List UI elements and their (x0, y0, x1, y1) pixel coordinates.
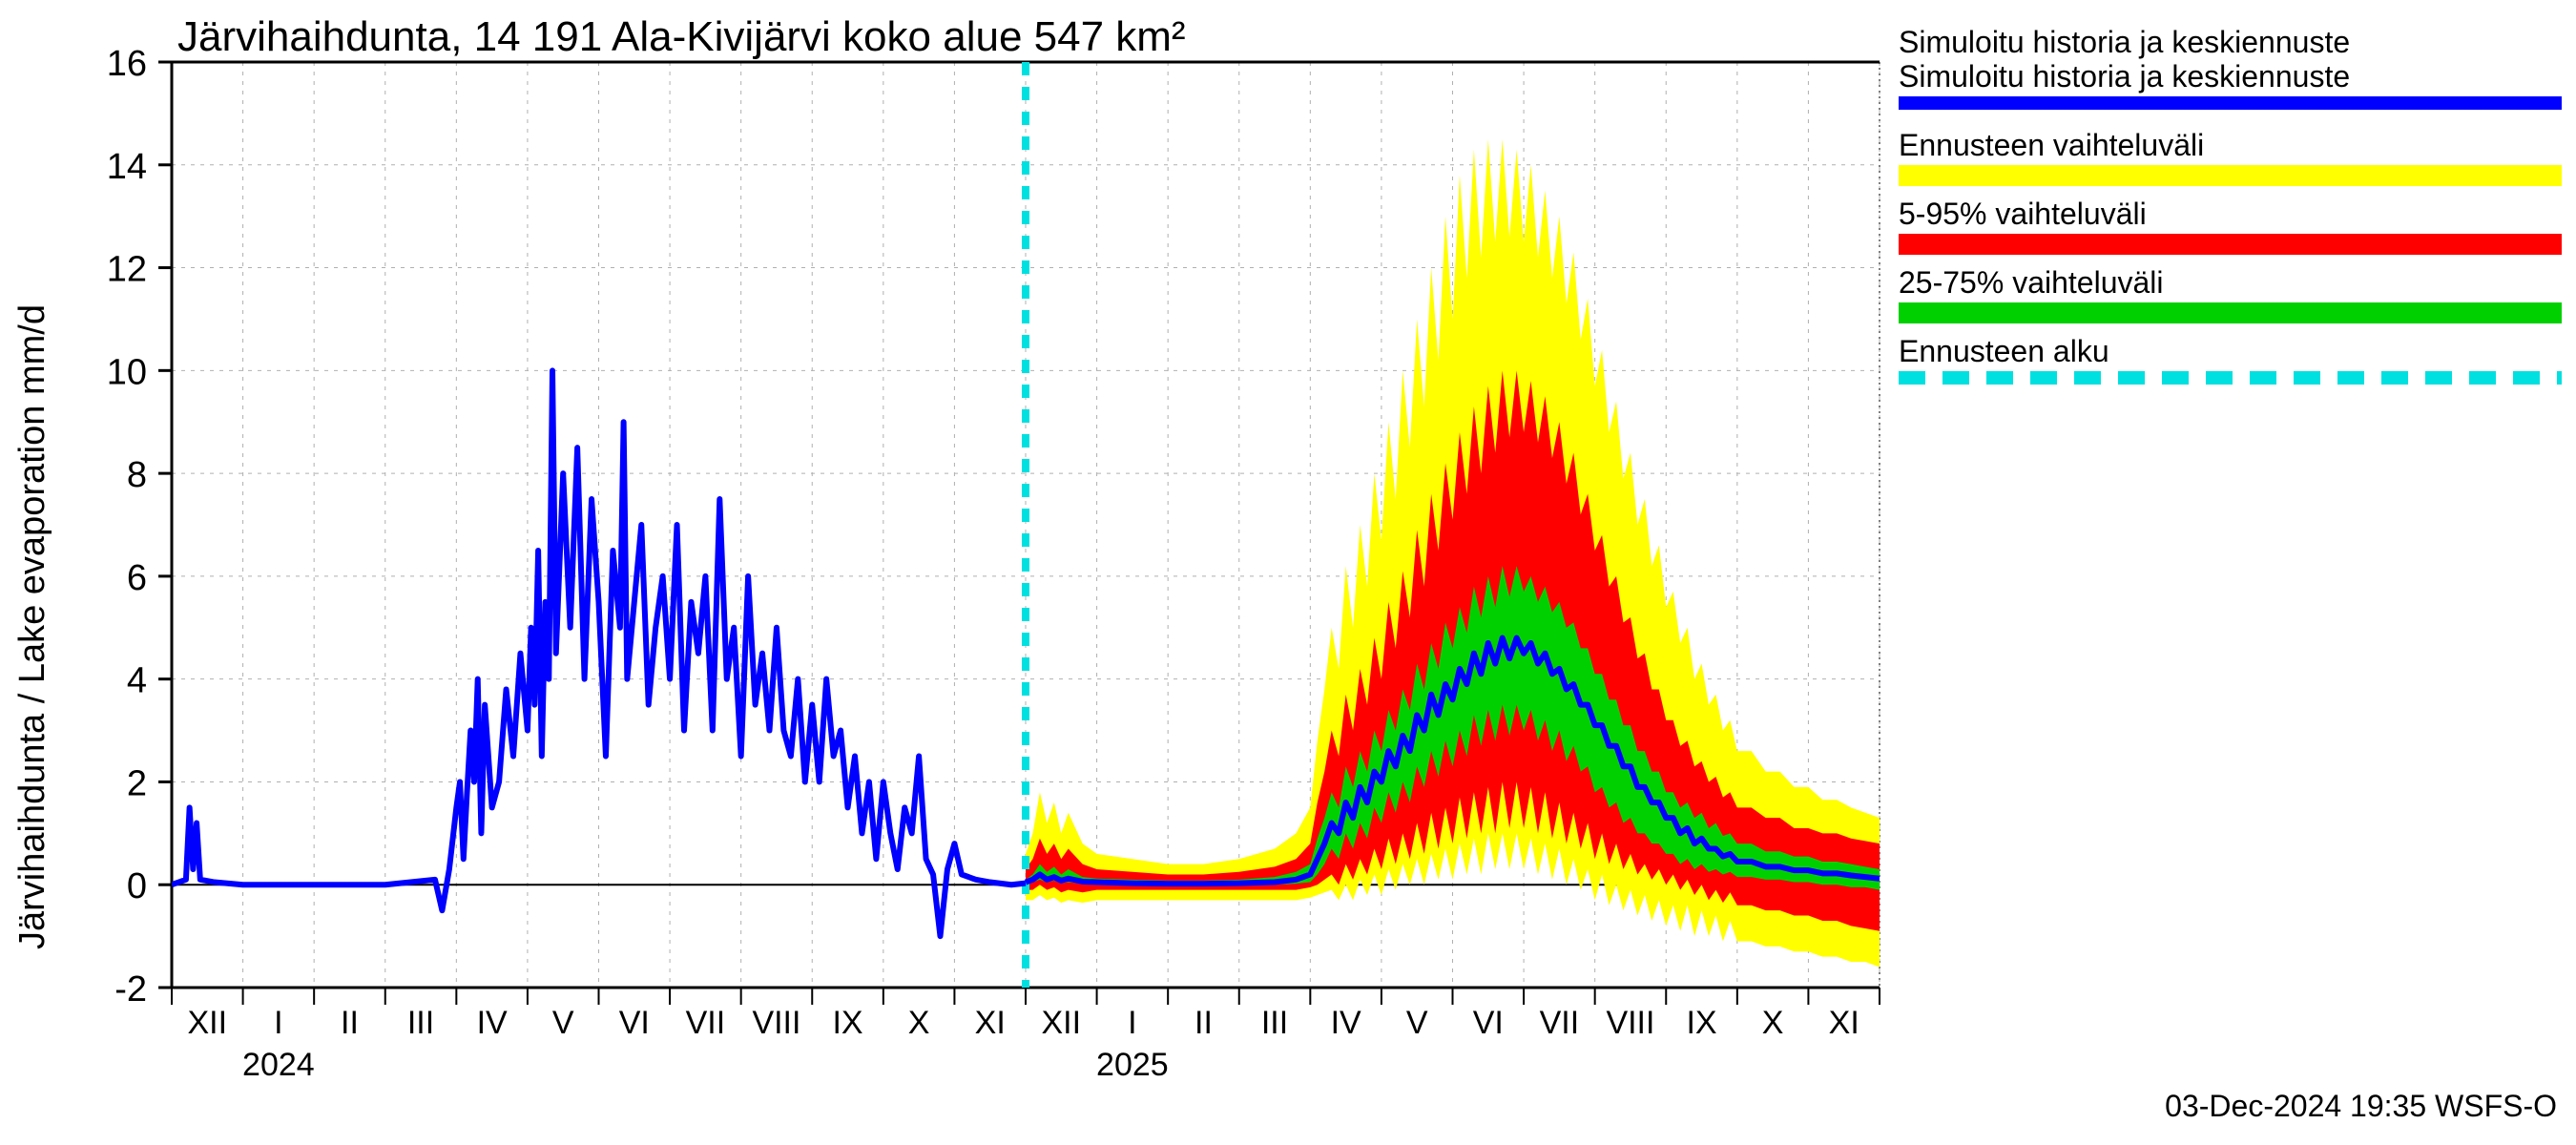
x-month-label: II (1195, 1005, 1213, 1041)
evaporation-forecast-chart: -20246810121416XIIIIIIIIIVVVIVIIVIIIIXXX… (0, 0, 2576, 1145)
y-tick-label: -2 (114, 969, 147, 1010)
x-month-label: III (1261, 1005, 1288, 1041)
x-month-label: III (407, 1005, 434, 1041)
legend-label: 5-95% vaihteluväli (1899, 197, 2147, 231)
y-tick-label: 8 (127, 455, 147, 495)
legend-label: 25-75% vaihteluväli (1899, 265, 2164, 300)
x-month-label: IV (1331, 1005, 1361, 1041)
x-month-label: XII (1042, 1005, 1082, 1041)
x-month-label: XI (1829, 1005, 1859, 1041)
footer-timestamp: 03-Dec-2024 19:35 WSFS-O (2165, 1089, 2557, 1123)
y-tick-label: 12 (107, 250, 147, 290)
x-month-label: I (1128, 1005, 1136, 1041)
x-month-label: VII (686, 1005, 726, 1041)
x-month-label: X (1762, 1005, 1784, 1041)
x-month-label: IX (832, 1005, 862, 1041)
y-tick-label: 10 (107, 352, 147, 392)
x-month-label: IX (1686, 1005, 1716, 1041)
legend-swatch (1899, 234, 2562, 255)
y-tick-label: 14 (107, 147, 147, 187)
x-month-label: I (274, 1005, 282, 1041)
y-tick-label: 0 (127, 866, 147, 906)
x-month-label: XI (975, 1005, 1006, 1041)
y-tick-label: 16 (107, 44, 147, 84)
x-month-label: II (341, 1005, 359, 1041)
y-axis-label: Järvihaihdunta / Lake evaporation mm/d (12, 304, 52, 949)
y-tick-label: 4 (127, 661, 147, 701)
legend-label: Simuloitu historia ja keskiennuste (1899, 25, 2350, 59)
x-month-label: VII (1540, 1005, 1580, 1041)
legend-label: Ennusteen vaihteluväli (1899, 128, 2204, 162)
x-month-label: IV (477, 1005, 508, 1041)
x-month-label: V (552, 1005, 574, 1041)
x-month-label: V (1406, 1005, 1428, 1041)
x-year-label: 2025 (1096, 1047, 1169, 1083)
x-month-label: VIII (752, 1005, 800, 1041)
x-month-label: X (908, 1005, 930, 1041)
chart-title: Järvihaihdunta, 14 191 Ala-Kivijärvi kok… (177, 13, 1186, 60)
legend-label: Ennusteen alku (1899, 334, 2109, 368)
x-month-label: VI (619, 1005, 650, 1041)
y-tick-label: 2 (127, 763, 147, 803)
legend-label: Simuloitu historia ja keskiennuste (1899, 59, 2350, 94)
x-year-label: 2024 (242, 1047, 315, 1083)
legend-swatch (1899, 96, 2562, 110)
x-month-label: XII (188, 1005, 228, 1041)
legend-swatch (1899, 302, 2562, 323)
y-tick-label: 6 (127, 558, 147, 598)
x-month-label: VI (1473, 1005, 1504, 1041)
legend-swatch (1899, 165, 2562, 186)
x-month-label: VIII (1606, 1005, 1654, 1041)
